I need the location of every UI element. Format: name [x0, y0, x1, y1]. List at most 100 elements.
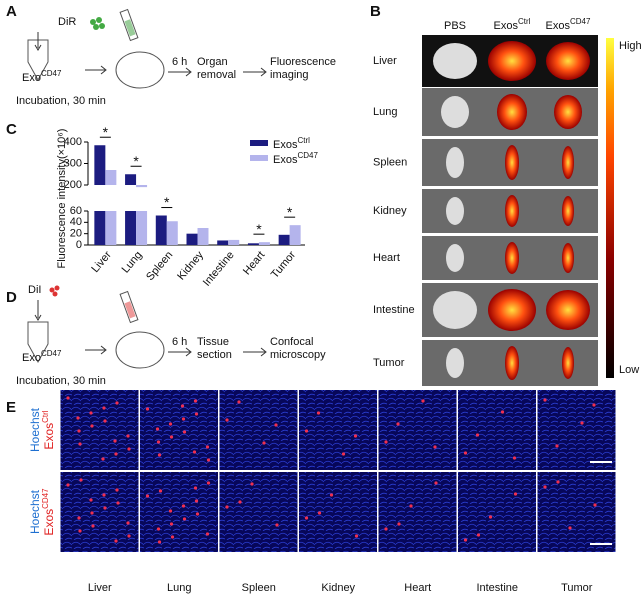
step: removal	[197, 69, 236, 81]
signal	[225, 418, 229, 422]
exo-label-sup: CD47	[41, 69, 62, 78]
step: imaging	[270, 69, 309, 81]
signal	[103, 506, 107, 510]
exo-label-sup: CD47	[41, 349, 62, 358]
signal	[181, 504, 186, 508]
signal	[126, 521, 130, 525]
x-tick-label: Intestine	[201, 249, 237, 289]
row-label: Tumor	[373, 357, 405, 369]
legend-swatch	[250, 140, 268, 146]
scale-high: High	[619, 40, 642, 52]
fluor	[546, 290, 590, 330]
micrograph	[537, 472, 616, 552]
organ	[441, 96, 469, 128]
legend-label-sup: Ctrl	[297, 136, 310, 145]
signal	[593, 503, 597, 507]
signal	[102, 493, 106, 497]
micrograph	[140, 390, 218, 470]
bar	[289, 225, 301, 245]
column-label: Kidney	[321, 582, 355, 594]
y-tick-label: 0	[76, 239, 82, 251]
bar	[278, 234, 290, 245]
signal	[66, 396, 70, 400]
signal	[77, 516, 81, 520]
organ	[433, 291, 477, 329]
bar	[197, 228, 209, 245]
signal	[127, 447, 131, 451]
stain-label: Hoechst	[28, 489, 42, 534]
step: Organ	[197, 56, 228, 68]
panel-label: E	[6, 399, 16, 416]
exo-label-main: Exo	[22, 352, 41, 364]
legend-label-sup: CD47	[297, 151, 318, 160]
y-tick-label: 300	[64, 157, 82, 169]
legend-label: ExosCD47	[273, 151, 318, 166]
signal	[78, 529, 82, 533]
signal	[354, 534, 359, 538]
column-label: Tumor	[561, 582, 593, 594]
organ	[446, 147, 464, 178]
signal	[353, 434, 358, 438]
stain-label: Hoechst	[28, 407, 42, 452]
organ	[446, 197, 464, 225]
signal	[421, 399, 425, 403]
time-label: 6 h	[172, 336, 187, 348]
micrograph	[60, 472, 139, 552]
signal	[434, 481, 438, 485]
column-label: PBS	[444, 20, 466, 32]
fluor	[505, 346, 519, 380]
signal	[155, 427, 160, 431]
signal	[77, 429, 81, 433]
signal	[115, 401, 119, 405]
signal	[169, 522, 174, 526]
signal	[555, 444, 559, 448]
scale-low: Low	[619, 364, 639, 376]
fluor	[562, 347, 574, 379]
fluor	[497, 94, 527, 130]
signal	[181, 417, 186, 421]
column-label-sup: CD47	[570, 17, 591, 26]
signal	[79, 478, 83, 482]
signal	[463, 538, 468, 542]
organ	[446, 244, 464, 272]
organ	[433, 43, 477, 79]
signal	[194, 499, 199, 503]
organ	[446, 348, 464, 378]
bar	[247, 243, 259, 245]
signal	[488, 515, 493, 519]
sig-label: *	[287, 204, 293, 220]
signal	[250, 482, 254, 486]
signal	[126, 434, 130, 438]
signal	[193, 486, 198, 490]
y-axis-title: Fluorescence intensity(×10⁶)	[56, 129, 68, 269]
fluor	[546, 42, 590, 80]
signal	[168, 509, 173, 513]
signal	[180, 404, 185, 408]
incubation: Incubation, 30 min	[16, 95, 106, 107]
fluor	[562, 243, 574, 273]
micrograph	[140, 472, 218, 552]
bar	[136, 185, 148, 245]
exos-label-sup: CD47	[41, 488, 50, 509]
row-label: Heart	[373, 252, 400, 264]
dye-label: DiR	[58, 16, 76, 28]
signal	[225, 505, 229, 509]
exo-label-main: Exo	[22, 72, 41, 84]
signal	[182, 430, 187, 434]
y-tick-label: 40	[70, 216, 82, 228]
signal	[145, 494, 150, 498]
signal	[341, 452, 346, 456]
sig-label: *	[164, 194, 170, 210]
micrograph	[219, 390, 298, 470]
signal	[169, 435, 174, 439]
x-tick-label: Lung	[120, 249, 145, 275]
step: Confocal	[270, 336, 313, 348]
bar	[258, 242, 270, 245]
signal	[156, 527, 161, 531]
signal	[157, 540, 162, 544]
signal	[433, 445, 437, 449]
signal	[304, 429, 309, 433]
signal	[194, 412, 199, 416]
y-tick-label: 200	[64, 179, 82, 191]
bar	[105, 169, 117, 245]
